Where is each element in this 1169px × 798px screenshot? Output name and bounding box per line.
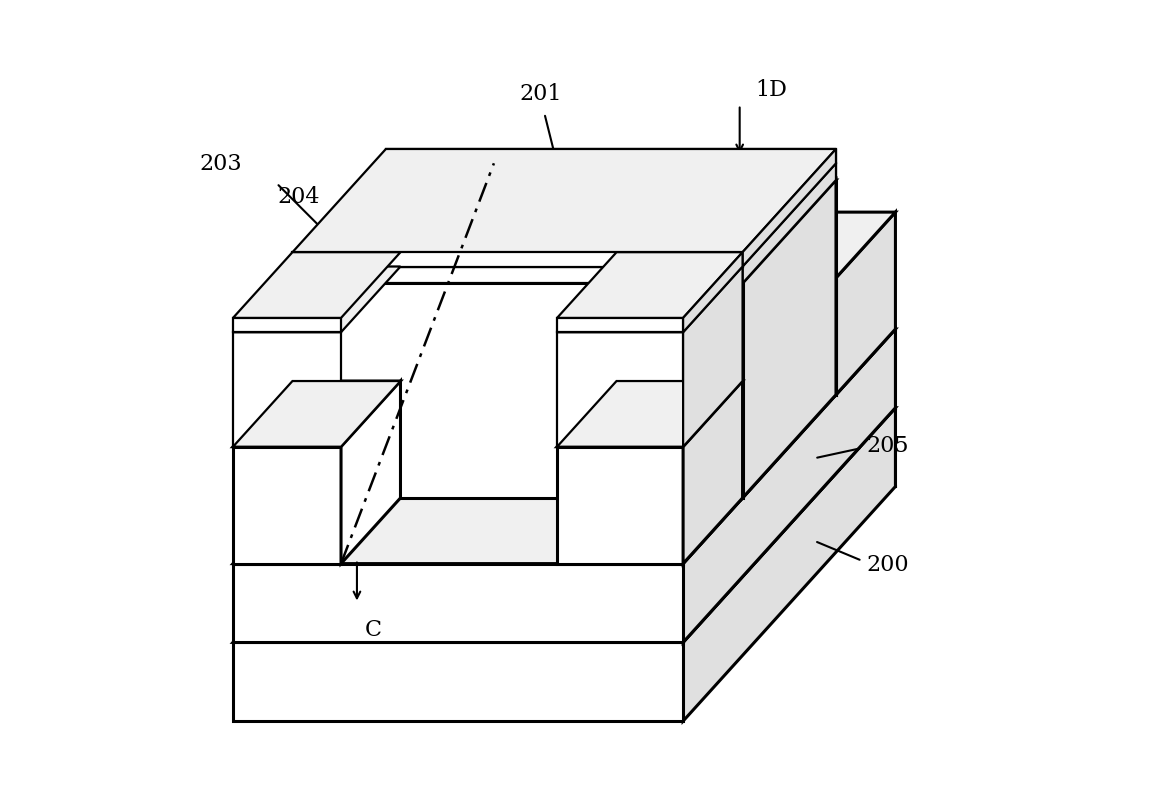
- Polygon shape: [494, 212, 553, 395]
- Polygon shape: [742, 164, 836, 283]
- Polygon shape: [386, 278, 494, 395]
- Polygon shape: [233, 332, 341, 447]
- Polygon shape: [233, 447, 341, 563]
- Polygon shape: [710, 212, 895, 278]
- Text: C: C: [365, 619, 382, 642]
- Polygon shape: [683, 267, 742, 447]
- Polygon shape: [233, 329, 895, 563]
- Polygon shape: [558, 318, 683, 332]
- Text: 1D: 1D: [755, 79, 788, 101]
- Polygon shape: [683, 408, 895, 721]
- Polygon shape: [836, 212, 895, 395]
- Polygon shape: [710, 278, 836, 395]
- Polygon shape: [386, 149, 836, 164]
- Polygon shape: [386, 180, 836, 395]
- Polygon shape: [386, 212, 553, 278]
- Polygon shape: [233, 252, 401, 318]
- Polygon shape: [233, 408, 895, 642]
- Polygon shape: [558, 447, 683, 563]
- Text: 203: 203: [200, 153, 242, 176]
- Polygon shape: [292, 283, 742, 498]
- Polygon shape: [233, 563, 683, 642]
- Polygon shape: [292, 164, 836, 267]
- Polygon shape: [292, 180, 386, 498]
- Polygon shape: [292, 252, 742, 267]
- Polygon shape: [341, 381, 401, 563]
- Polygon shape: [683, 252, 742, 332]
- Polygon shape: [292, 267, 742, 283]
- Polygon shape: [233, 318, 341, 332]
- Polygon shape: [233, 267, 401, 332]
- Polygon shape: [710, 212, 769, 395]
- Polygon shape: [386, 164, 836, 180]
- Polygon shape: [233, 381, 401, 447]
- Polygon shape: [742, 149, 836, 267]
- Polygon shape: [233, 381, 401, 447]
- Polygon shape: [292, 180, 836, 283]
- Polygon shape: [558, 252, 742, 318]
- Polygon shape: [558, 267, 742, 332]
- Polygon shape: [292, 149, 836, 252]
- Polygon shape: [445, 212, 553, 329]
- Polygon shape: [742, 180, 836, 498]
- Polygon shape: [233, 642, 683, 721]
- Polygon shape: [683, 329, 895, 642]
- Text: 204: 204: [278, 186, 320, 207]
- Polygon shape: [558, 381, 742, 447]
- Text: 200: 200: [866, 554, 908, 576]
- Polygon shape: [683, 381, 742, 563]
- Text: 205: 205: [866, 436, 908, 457]
- Polygon shape: [558, 332, 683, 447]
- Polygon shape: [558, 381, 742, 447]
- Text: 201: 201: [519, 83, 561, 105]
